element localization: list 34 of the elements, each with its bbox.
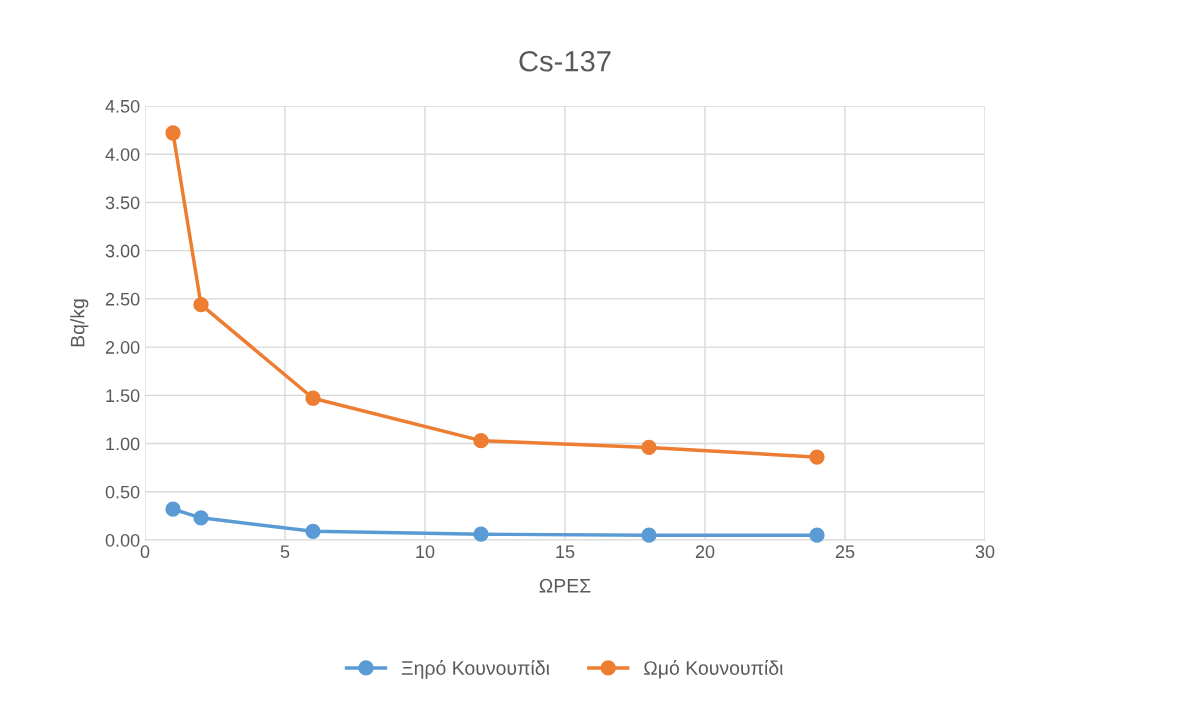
point	[809, 527, 825, 543]
x-tick-label: 25	[835, 545, 855, 559]
point	[165, 125, 181, 141]
x-tick-label: 0	[140, 545, 150, 559]
y-tick-label: 3.00	[105, 244, 140, 258]
y-tick-label: 4.50	[105, 99, 140, 113]
point	[193, 297, 209, 313]
y-tick-label: 4.00	[105, 148, 140, 161]
y-tick-label: 1.50	[106, 389, 140, 403]
point	[473, 433, 489, 449]
x-axis-title: ΩΡΕΣ	[539, 578, 591, 593]
x-tick-label: 20	[695, 545, 715, 559]
x-tick-label: 10	[416, 545, 435, 559]
point	[809, 449, 825, 465]
legend-label: Ξηρό Κουνουπίδι	[401, 660, 550, 679]
point	[641, 439, 657, 456]
y-tick-label: 0.00	[105, 533, 140, 547]
point	[641, 527, 657, 543]
point	[165, 501, 181, 517]
chart-title: Cs-137	[519, 50, 611, 72]
y-tick-label: 0.50	[105, 485, 140, 499]
point	[305, 523, 321, 539]
x-tick-label: 15	[556, 545, 575, 559]
y-axis-title: Bq/kg	[70, 299, 89, 347]
x-tick-label: 5	[280, 545, 290, 559]
point	[305, 390, 321, 406]
point	[473, 526, 489, 542]
y-tick-label: 2.00	[105, 341, 140, 354]
point	[193, 510, 209, 526]
legend-label: Ωμό Κουνουπίδι	[644, 660, 783, 679]
y-tick-label: 3.50	[105, 196, 140, 210]
y-tick-label: 2.50	[105, 292, 140, 306]
y-tick-label: 1.00	[106, 437, 140, 451]
x-tick-label: 30	[975, 545, 995, 559]
